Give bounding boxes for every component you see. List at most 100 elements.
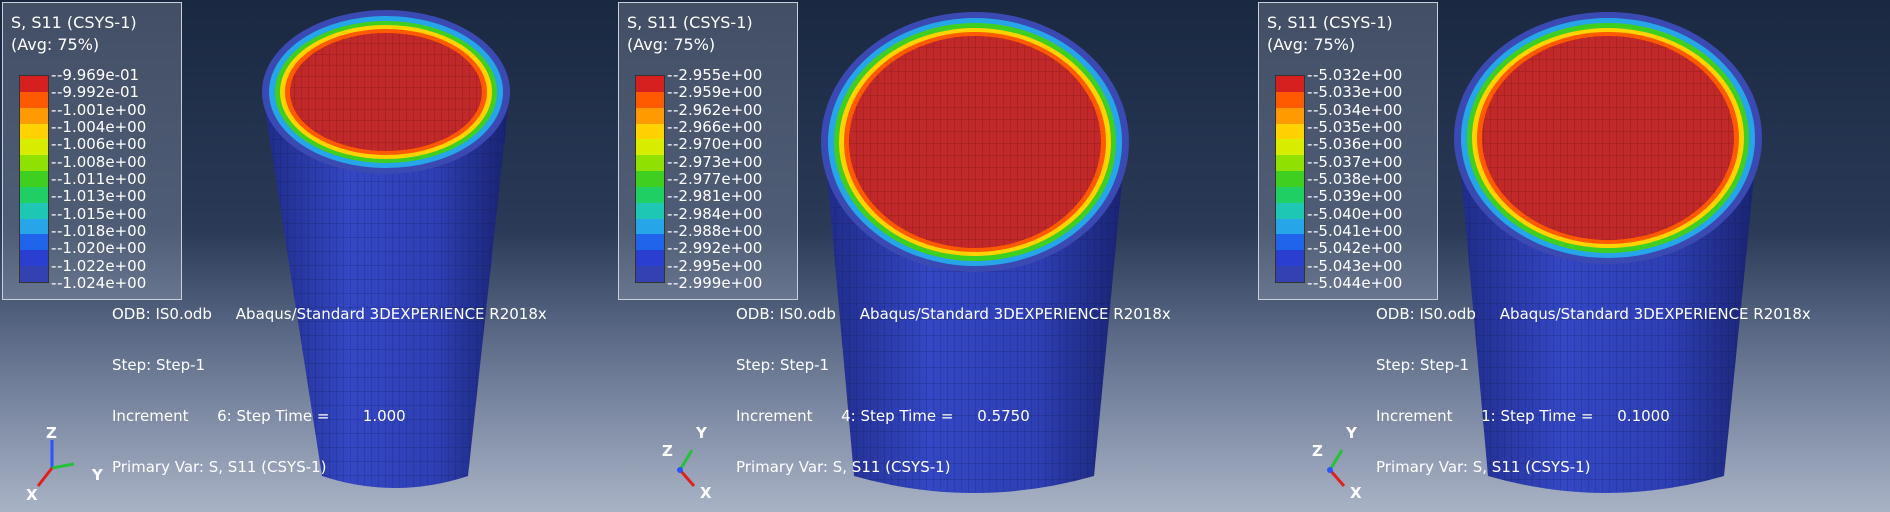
cylinder-model-2[interactable] [618, 0, 1252, 512]
legend-value: -5.032e+00 [1311, 66, 1402, 84]
color-swatch-12 [20, 266, 48, 282]
legend-avg: (Avg: 75%) [11, 35, 100, 54]
color-swatch-2 [1276, 107, 1304, 124]
legend-value: -5.036e+00 [1311, 135, 1402, 153]
legend-value: -1.018e+00 [55, 222, 146, 240]
primary-var-line: Primary Var: S, S11 (CSYS-1) [112, 458, 327, 476]
color-swatch-12 [1276, 266, 1304, 282]
color-bar [19, 75, 49, 283]
color-swatch-4 [636, 139, 664, 156]
axis-label-x: X [26, 486, 38, 504]
increment-line: Increment 6: Step Time = 1.000 [112, 407, 406, 425]
legend-title: S, S11 (CSYS-1) [11, 13, 137, 32]
odb-info-block: ODB: IS0.odb Abaqus/Standard 3DEXPERIENC… [736, 272, 1171, 510]
legend-avg: (Avg: 75%) [627, 35, 716, 54]
cylinder-body [262, 90, 510, 488]
color-swatch-7 [20, 186, 48, 203]
legend-value: -9.992e-01 [55, 83, 146, 101]
color-swatch-2 [20, 107, 48, 124]
color-swatch-8 [20, 202, 48, 219]
legend-value: -2.970e+00 [671, 135, 762, 153]
legend-value: -2.995e+00 [671, 257, 762, 275]
legend-value: -1.004e+00 [55, 118, 146, 136]
color-swatch-1 [20, 91, 48, 108]
legend-value: -2.981e+00 [671, 187, 762, 205]
legend-value: -2.984e+00 [671, 205, 762, 223]
axis-triad-icon: Z Y X [26, 424, 104, 504]
cylinder-model-1[interactable] [0, 0, 618, 512]
color-swatch-8 [636, 202, 664, 219]
color-swatch-3 [1276, 123, 1304, 140]
legend-title: S, S11 (CSYS-1) [627, 13, 753, 32]
legend-value: -5.040e+00 [1311, 205, 1402, 223]
legend-value: -2.955e+00 [671, 66, 762, 84]
color-swatch-6 [636, 171, 664, 187]
legend-title: S, S11 (CSYS-1) [1267, 13, 1393, 32]
legend-value: -2.992e+00 [671, 239, 762, 257]
viewport-panel-3[interactable]: S, S11 (CSYS-1) (Avg: 75%) -5.032e+00 -5… [1252, 0, 1890, 512]
color-swatch-6 [1276, 171, 1304, 187]
odb-info-block: ODB: IS0.odb Abaqus/Standard 3DEXPERIENC… [112, 272, 547, 510]
legend-value: -1.006e+00 [55, 135, 146, 153]
legend-value: -1.001e+00 [55, 101, 146, 119]
color-swatch-11 [1276, 250, 1304, 267]
color-swatch-10 [636, 234, 664, 251]
color-swatch-9 [636, 218, 664, 235]
color-swatch-0 [20, 76, 48, 92]
contour-legend[interactable]: S, S11 (CSYS-1) (Avg: 75%) -5.032e+00 -5… [1258, 2, 1438, 300]
contour-legend[interactable]: S, S11 (CSYS-1) (Avg: 75%) -2.955e+00 -2… [618, 2, 798, 300]
legend-value: -5.041e+00 [1311, 222, 1402, 240]
color-swatch-5 [636, 155, 664, 172]
cylinder-rim [821, 12, 1129, 272]
color-swatch-10 [1276, 234, 1304, 251]
legend-value: -5.035e+00 [1311, 118, 1402, 136]
color-swatch-4 [20, 139, 48, 156]
legend-value: -5.033e+00 [1311, 83, 1402, 101]
color-swatch-10 [20, 234, 48, 251]
legend-value: -5.042e+00 [1311, 239, 1402, 257]
legend-values: -5.032e+00 -5.033e+00 -5.034e+00 -5.035e… [1311, 66, 1402, 292]
legend-value: -1.024e+00 [55, 274, 146, 292]
color-swatch-5 [1276, 155, 1304, 172]
legend-value: -2.999e+00 [671, 274, 762, 292]
contour-legend[interactable]: S, S11 (CSYS-1) (Avg: 75%) -9.969e-01 -9… [2, 2, 182, 300]
viewport-panel-2[interactable]: S, S11 (CSYS-1) (Avg: 75%) -2.955e+00 -2… [618, 0, 1252, 512]
legend-value: -5.044e+00 [1311, 274, 1402, 292]
legend-value: -1.015e+00 [55, 205, 146, 223]
legend-value: -2.966e+00 [671, 118, 762, 136]
legend-value: -1.013e+00 [55, 187, 146, 205]
legend-value: -1.020e+00 [55, 239, 146, 257]
color-swatch-0 [1276, 76, 1304, 92]
axis-label-y: Y [91, 466, 104, 484]
color-swatch-1 [636, 91, 664, 108]
primary-var-line: Primary Var: S, S11 (CSYS-1) [1376, 458, 1591, 476]
legend-value: -1.008e+00 [55, 153, 146, 171]
color-swatch-12 [636, 266, 664, 282]
legend-value: -5.037e+00 [1311, 153, 1402, 171]
axis-triad-icon: Y Z X [1312, 424, 1362, 502]
color-swatch-4 [1276, 139, 1304, 156]
legend-value: -2.959e+00 [671, 83, 762, 101]
legend-value: -5.043e+00 [1311, 257, 1402, 275]
step-line: Step: Step-1 [736, 356, 830, 374]
color-swatch-9 [20, 218, 48, 235]
color-swatch-3 [20, 123, 48, 140]
legend-values: -9.969e-01 -9.992e-01 -1.001e+00 -1.004e… [55, 66, 146, 292]
color-swatch-5 [20, 155, 48, 172]
axis-label-x: X [1350, 484, 1362, 502]
axis-label-z: Z [1312, 442, 1323, 460]
viewport-panel-1[interactable]: S, S11 (CSYS-1) (Avg: 75%) -9.969e-01 -9… [0, 0, 618, 512]
color-swatch-6 [20, 171, 48, 187]
cylinder-rim [262, 10, 510, 174]
legend-value: -2.977e+00 [671, 170, 762, 188]
cylinder-model-3[interactable] [1252, 0, 1890, 512]
primary-var-line: Primary Var: S, S11 (CSYS-1) [736, 458, 951, 476]
odb-line: ODB: IS0.odb Abaqus/Standard 3DEXPERIENC… [112, 305, 547, 323]
axis-label-z: Z [46, 424, 57, 442]
axis-label-z: Z [662, 442, 673, 460]
increment-line: Increment 1: Step Time = 0.1000 [1376, 407, 1670, 425]
cylinder-rim [1454, 12, 1762, 264]
color-swatch-11 [636, 250, 664, 267]
legend-value: -1.022e+00 [55, 257, 146, 275]
axis-label-y: Y [1345, 424, 1358, 442]
